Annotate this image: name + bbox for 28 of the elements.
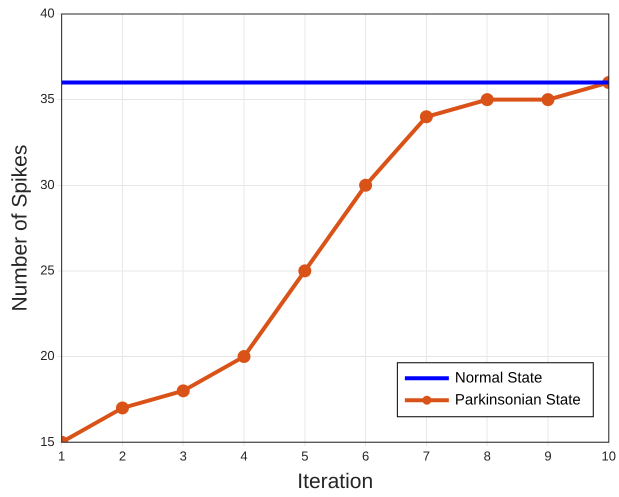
point <box>116 401 129 414</box>
x-tick-label: 3 <box>180 448 187 464</box>
point <box>541 93 554 106</box>
x-tick-label: 9 <box>544 448 552 464</box>
x-axis-title: Iteration <box>297 470 374 494</box>
x-tick-label: 4 <box>240 448 248 464</box>
x-tick-label: 7 <box>422 448 430 464</box>
point <box>238 350 251 364</box>
x-tick-label: 2 <box>118 448 126 464</box>
y-tick-label: 35 <box>40 91 55 106</box>
point <box>480 93 494 106</box>
y-tick-label: 20 <box>40 348 55 364</box>
point <box>176 384 190 398</box>
y-axis-title: Number of Spikes <box>8 144 32 312</box>
point <box>359 178 372 192</box>
x-tick-label: 8 <box>484 448 491 464</box>
y-tick-label: 15 <box>40 434 55 449</box>
legend-label: Normal State <box>454 369 542 386</box>
point <box>298 264 312 278</box>
x-tick-label: 6 <box>362 448 370 464</box>
x-tick-label: 1 <box>58 448 66 464</box>
legend-label: Parkinsonian State <box>454 391 581 408</box>
x-tick-label: 5 <box>301 448 308 464</box>
y-tick-label: 40 <box>40 6 55 21</box>
y-tick-label: 25 <box>40 262 55 278</box>
y-tick-label: 30 <box>40 176 55 192</box>
x-tick-label: 10 <box>602 448 616 464</box>
point <box>420 110 433 124</box>
